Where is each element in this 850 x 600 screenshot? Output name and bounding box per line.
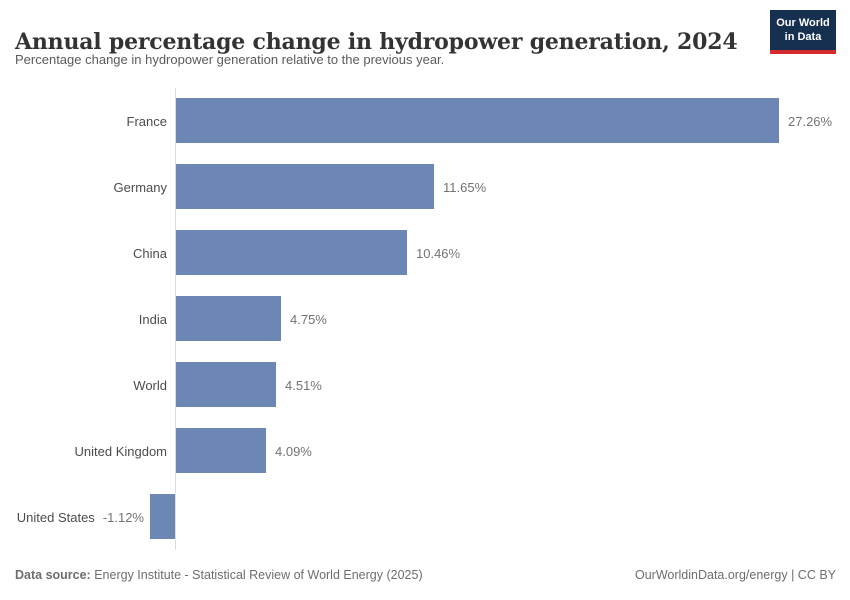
- owid-logo-line2: in Data: [784, 31, 822, 43]
- row-left: India: [0, 286, 167, 352]
- chart-title: Annual percentage change in hydropower g…: [15, 28, 738, 55]
- footer-link[interactable]: OurWorldinData.org/energy | CC BY: [634, 568, 836, 582]
- value-label: -1.12%: [102, 509, 144, 525]
- data-source: Data source: Energy Institute - Statisti…: [15, 568, 423, 582]
- bar-rows-container: France 27.26% Germany 11.65% China 10.46…: [0, 88, 850, 550]
- bar-row: Germany 11.65%: [0, 154, 850, 220]
- category-label: World: [133, 377, 167, 393]
- category-label: India: [138, 311, 167, 327]
- bar-row: France 27.26%: [0, 88, 850, 154]
- owid-logo: Our World in Data: [770, 10, 836, 54]
- bar[interactable]: [176, 164, 434, 209]
- chart-footer: Data source: Energy Institute - Statisti…: [15, 568, 836, 582]
- bar[interactable]: [176, 230, 407, 275]
- bar-row: United States -1.12%: [0, 484, 850, 550]
- bar-row: China 10.46%: [0, 220, 850, 286]
- bar-row: World 4.51%: [0, 352, 850, 418]
- row-left: China: [0, 220, 167, 286]
- category-label: China: [133, 245, 167, 261]
- bar-row: United Kingdom 4.09%: [0, 418, 850, 484]
- value-label: 27.26%: [788, 113, 833, 129]
- row-left: France: [0, 88, 167, 154]
- row-left: Germany: [0, 154, 167, 220]
- value-label: 4.09%: [275, 443, 312, 459]
- bar[interactable]: [176, 296, 281, 341]
- value-label: 10.46%: [416, 245, 461, 261]
- zero-axis-line: [175, 88, 176, 550]
- value-label: 4.51%: [285, 377, 322, 393]
- owid-logo-line1: Our World: [776, 17, 830, 29]
- bar[interactable]: [176, 98, 779, 143]
- row-left: United Kingdom: [0, 418, 168, 484]
- category-label: Germany: [113, 179, 167, 195]
- value-label: 4.75%: [290, 311, 327, 327]
- bar[interactable]: [176, 362, 276, 407]
- row-left: World: [0, 352, 167, 418]
- bar[interactable]: [150, 494, 175, 539]
- bar-row: India 4.75%: [0, 286, 850, 352]
- bar-chart: France 27.26% Germany 11.65% China 10.46…: [0, 88, 850, 550]
- chart-subtitle: Percentage change in hydropower generati…: [15, 52, 445, 67]
- bar[interactable]: [176, 428, 266, 473]
- row-left: United States -1.12%: [0, 484, 144, 550]
- data-source-label: Data source:: [15, 568, 91, 582]
- category-label: United States: [16, 509, 95, 525]
- category-label: United Kingdom: [74, 443, 168, 459]
- value-label: 11.65%: [443, 179, 487, 195]
- category-label: France: [126, 113, 167, 129]
- data-source-text: Energy Institute - Statistical Review of…: [94, 568, 423, 582]
